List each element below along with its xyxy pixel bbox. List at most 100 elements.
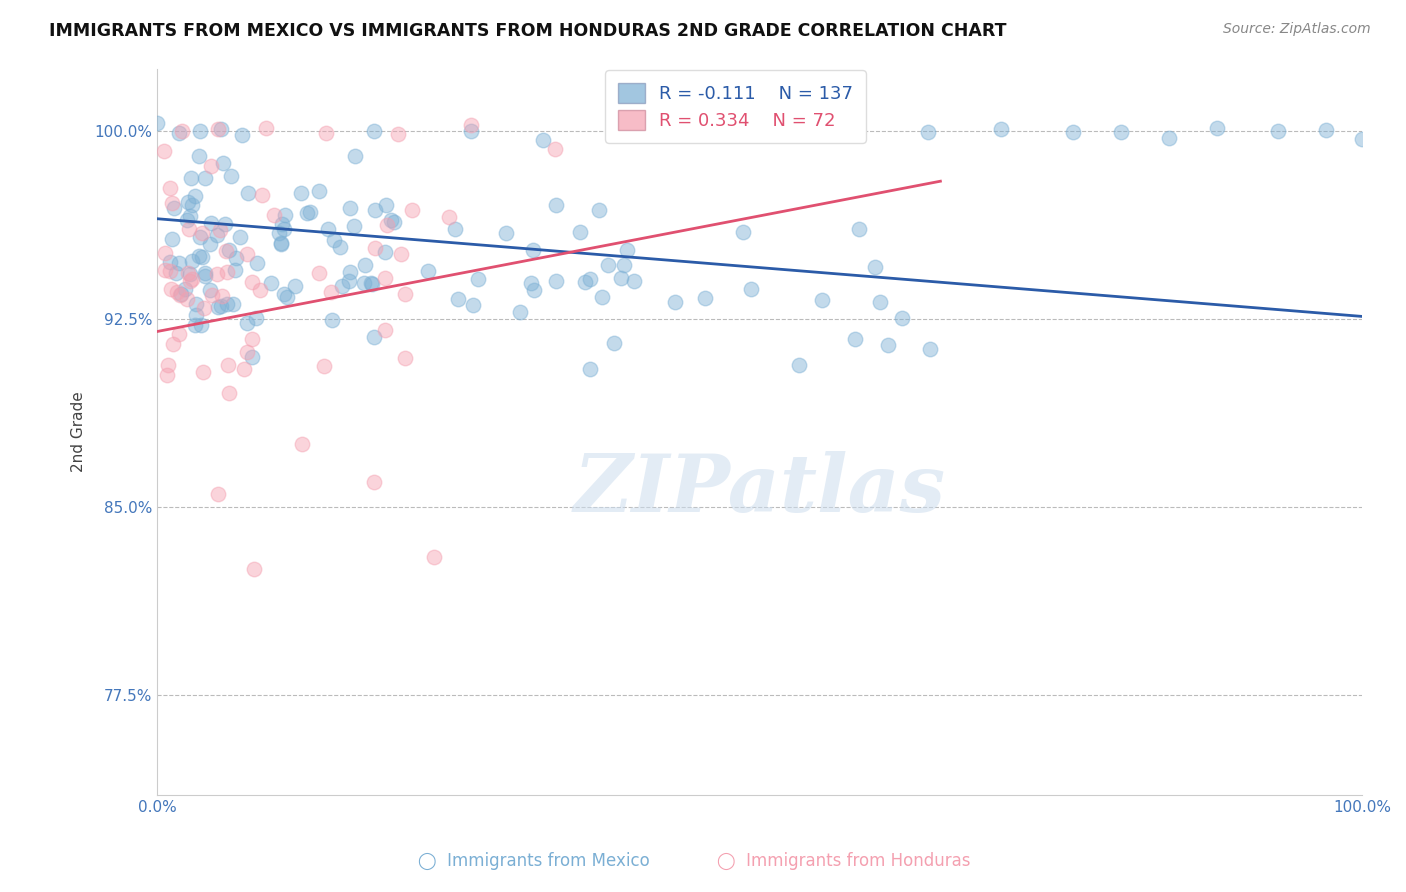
Point — [254, 120, 277, 135]
Point — [163, 201, 186, 215]
Point — [353, 276, 375, 290]
Point — [215, 297, 238, 311]
Point — [321, 313, 343, 327]
Point — [273, 286, 295, 301]
Point — [312, 359, 335, 373]
Point — [339, 202, 361, 216]
Point — [243, 562, 266, 576]
Point — [375, 198, 398, 212]
Point — [224, 263, 246, 277]
Text: ZIPatlas: ZIPatlas — [574, 451, 946, 528]
Point — [194, 266, 217, 280]
Point — [1062, 125, 1084, 139]
Point — [273, 222, 295, 236]
Point — [186, 308, 208, 322]
Point — [360, 276, 382, 290]
Point — [401, 202, 423, 217]
Point — [235, 317, 257, 331]
Point — [363, 330, 385, 344]
Point — [179, 267, 201, 281]
Point — [460, 124, 482, 138]
Point — [160, 282, 183, 296]
Point — [165, 266, 187, 280]
Point — [276, 290, 298, 304]
Point — [290, 186, 312, 201]
Point — [394, 286, 416, 301]
Point — [733, 226, 755, 240]
Point — [1315, 122, 1337, 136]
Point — [344, 149, 367, 163]
Point — [200, 216, 222, 230]
Point — [375, 218, 398, 232]
Text: ◯  Immigrants from Mexico: ◯ Immigrants from Mexico — [419, 852, 650, 870]
Point — [308, 266, 330, 280]
Point — [596, 258, 619, 272]
Point — [180, 254, 202, 268]
Point — [238, 186, 260, 201]
Text: Source: ZipAtlas.com: Source: ZipAtlas.com — [1223, 22, 1371, 37]
Point — [166, 285, 188, 299]
Point — [180, 170, 202, 185]
Point — [198, 236, 221, 251]
Point — [218, 243, 240, 257]
Point — [207, 122, 229, 136]
Point — [418, 264, 440, 278]
Point — [179, 209, 201, 223]
Point — [190, 318, 212, 333]
Point — [848, 222, 870, 236]
Point — [219, 169, 242, 184]
Y-axis label: 2nd Grade: 2nd Grade — [72, 392, 86, 472]
Point — [169, 286, 191, 301]
Point — [364, 241, 387, 255]
Point — [274, 209, 297, 223]
Point — [146, 116, 169, 130]
Point — [229, 230, 252, 244]
Point — [361, 277, 384, 291]
Point — [544, 142, 567, 156]
Point — [389, 247, 412, 261]
Point — [1159, 131, 1181, 145]
Point — [233, 362, 256, 376]
Point — [184, 318, 207, 332]
Point — [160, 232, 183, 246]
Point — [194, 269, 217, 284]
Point — [444, 221, 467, 235]
Point — [384, 215, 406, 229]
Point — [152, 144, 174, 158]
Point — [209, 122, 232, 136]
Point — [181, 198, 204, 212]
Point — [263, 207, 285, 221]
Point — [170, 124, 193, 138]
Point — [184, 297, 207, 311]
Point — [322, 233, 344, 247]
Point — [544, 274, 567, 288]
Text: IMMIGRANTS FROM MEXICO VS IMMIGRANTS FROM HONDURAS 2ND GRADE CORRELATION CHART: IMMIGRANTS FROM MEXICO VS IMMIGRANTS FRO… — [49, 22, 1007, 40]
Point — [463, 298, 485, 312]
Point — [520, 276, 543, 290]
Point — [531, 133, 554, 147]
Point — [343, 219, 366, 233]
Point — [380, 213, 402, 227]
Point — [167, 327, 190, 342]
Point — [209, 222, 232, 236]
Point — [155, 246, 177, 260]
Point — [231, 128, 253, 142]
Point — [354, 258, 377, 272]
Point — [191, 250, 214, 264]
Point — [176, 194, 198, 209]
Point — [156, 358, 179, 372]
Point — [291, 437, 314, 451]
Point — [242, 332, 264, 346]
Point — [167, 127, 190, 141]
Point — [193, 301, 215, 315]
Point — [578, 362, 600, 376]
Point — [156, 368, 179, 382]
Point — [209, 299, 232, 313]
Point — [423, 549, 446, 564]
Point — [215, 244, 238, 258]
Point — [162, 337, 184, 351]
Point — [252, 188, 274, 202]
Point — [153, 263, 176, 277]
Point — [869, 295, 891, 310]
Point — [236, 247, 259, 261]
